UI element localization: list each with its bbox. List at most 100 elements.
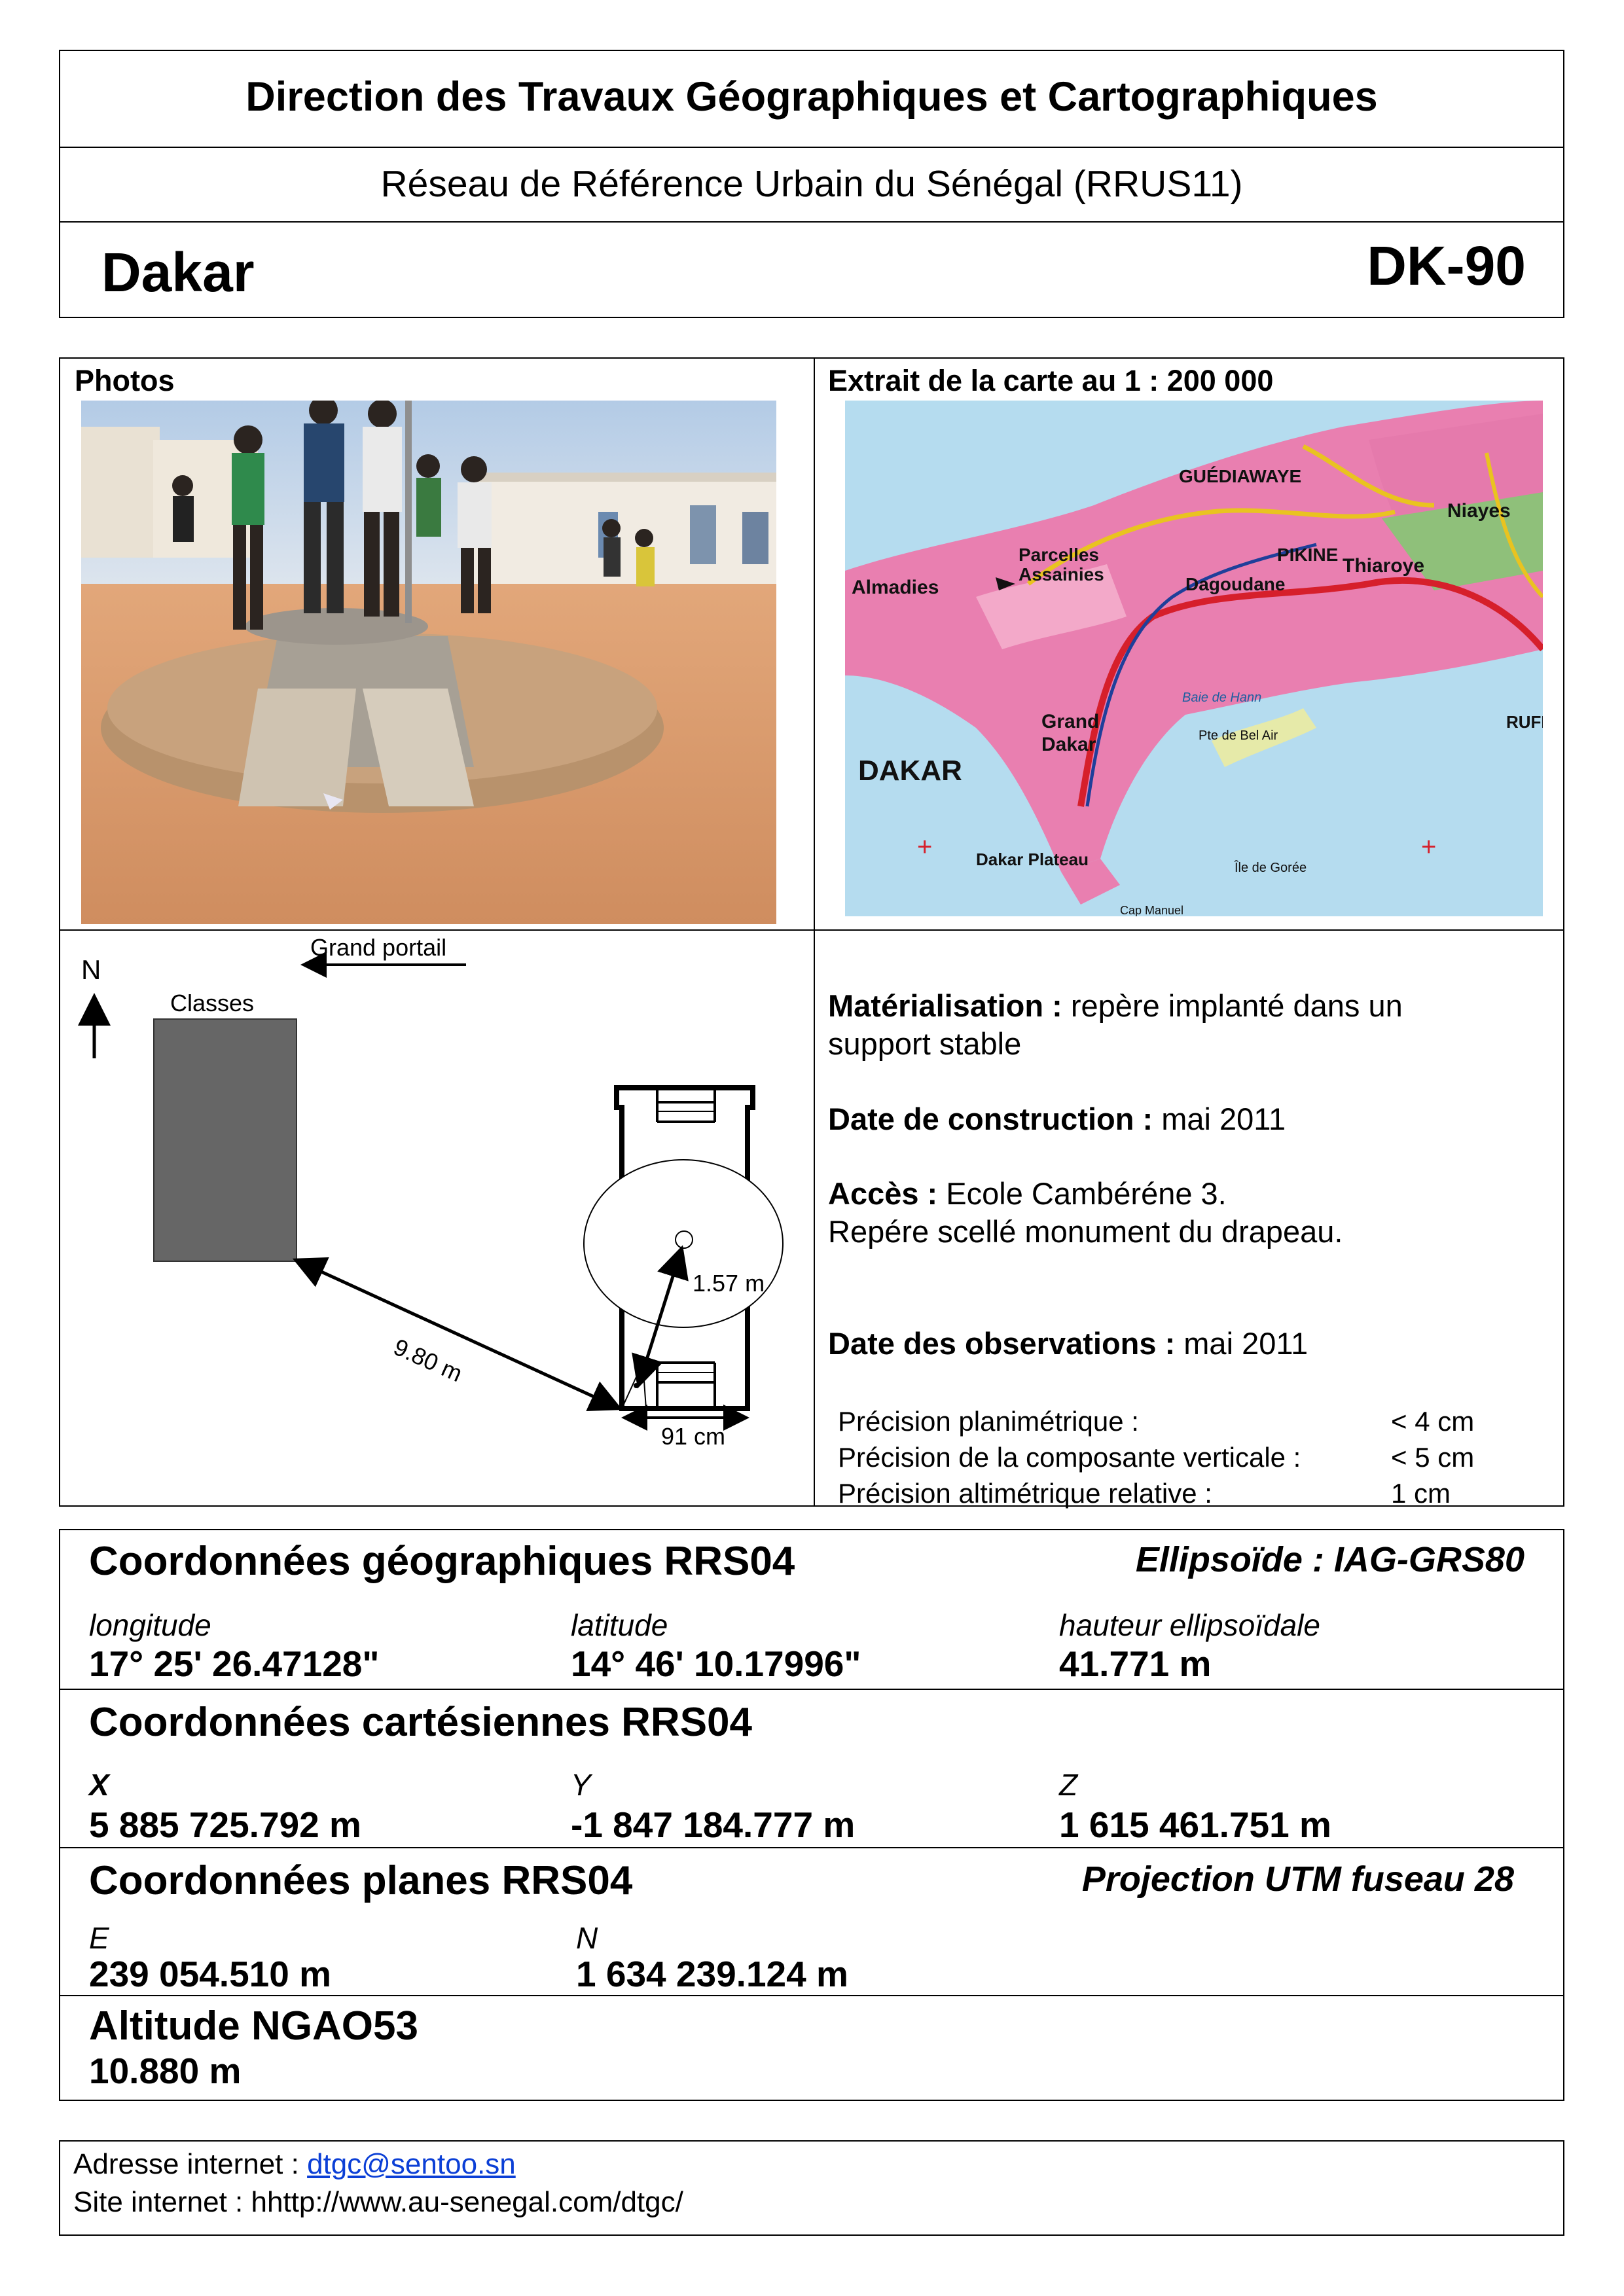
svg-text:GUÉDIAWAYE: GUÉDIAWAYE <box>1179 466 1301 486</box>
svg-text:Niayes: Niayes <box>1447 500 1511 522</box>
cart-value-y: -1 847 184.777 m <box>571 1804 856 1845</box>
cart-label-y: Y <box>571 1768 591 1802</box>
header-box <box>59 50 1564 318</box>
svg-text:+: + <box>1421 833 1436 861</box>
svg-text:Grand: Grand <box>1041 711 1099 732</box>
svg-text:Baie de Hann: Baie de Hann <box>1182 691 1261 705</box>
precision-value: < 5 cm <box>1391 1442 1475 1473</box>
materialisation: Matérialisation : repère implanté dans u… <box>828 987 1548 1063</box>
site-url[interactable]: hhttp://www.au-senegal.com/dtgc/ <box>251 2186 683 2218</box>
site-photo <box>81 401 776 924</box>
gate-label: Grand portail <box>310 934 447 961</box>
geo-value-height: 41.771 m <box>1059 1643 1212 1684</box>
svg-text:+: + <box>917 833 932 861</box>
photos-label: Photos <box>75 364 175 397</box>
materialisation-value: repère implanté dans un <box>1070 988 1403 1023</box>
access-value-2: Repére scellé monument du drapeau. <box>828 1214 1343 1249</box>
location-map: GUÉDIAWAYE Niayes Parcelles Assainies PI… <box>845 401 1543 916</box>
network-subtitle: Réseau de Référence Urbain du Sénégal (R… <box>380 163 1243 205</box>
observation-date-label: Date des observations : <box>828 1326 1176 1361</box>
precision-value: < 4 cm <box>1391 1406 1475 1437</box>
access-label: Accès : <box>828 1176 938 1211</box>
header-divider-1 <box>59 147 1564 148</box>
center-distance: 1.57 m <box>693 1270 765 1297</box>
cart-label-x: X <box>89 1768 109 1802</box>
coords-divider-3 <box>59 1995 1564 1996</box>
header-divider-2 <box>59 221 1564 223</box>
site-photo-drawing <box>81 401 776 924</box>
email-label: Adresse internet : <box>73 2148 299 2180</box>
station-code: DK-90 <box>1367 235 1526 296</box>
footer-box <box>59 2140 1564 2236</box>
grid-vertical-divider <box>814 357 815 1507</box>
sketch-drawing <box>78 952 784 1431</box>
geo-title: Coordonnées géographiques RRS04 <box>89 1539 795 1584</box>
building-label: Classes <box>170 990 255 1016</box>
materialisation-value-2: support stable <box>828 1026 1022 1061</box>
precision-table: Précision planimétrique : < 4 cm Précisi… <box>838 1403 1532 1511</box>
plane-title: Coordonnées planes RRS04 <box>89 1858 633 1903</box>
organization-title: Direction des Travaux Géographiques et C… <box>245 74 1378 120</box>
construction-date: Date de construction : mai 2011 <box>828 1101 1286 1137</box>
geo-label-longitude: longitude <box>89 1608 211 1642</box>
precision-label: Précision planimétrique : <box>838 1406 1139 1437</box>
width-distance: 91 cm <box>661 1423 726 1450</box>
geo-ellipsoid: Ellipsoïde : IAG-GRS80 <box>1135 1540 1525 1579</box>
svg-text:PIKINE: PIKINE <box>1277 545 1338 565</box>
svg-text:Pte de Bel Air: Pte de Bel Air <box>1199 728 1278 743</box>
altitude-value: 10.880 m <box>89 2051 242 2091</box>
plane-label-n: N <box>576 1921 598 1955</box>
svg-text:Île de Gorée: Île de Gorée <box>1234 860 1307 875</box>
svg-text:Dakar: Dakar <box>1041 734 1096 755</box>
geo-value-latitude: 14° 46' 10.17996" <box>571 1643 861 1684</box>
plane-value-n: 1 634 239.124 m <box>576 1954 848 1994</box>
map-label: Extrait de la carte au 1 : 200 000 <box>828 364 1274 397</box>
svg-text:DAKAR: DAKAR <box>858 755 962 787</box>
precision-row: Précision altimétrique relative : 1 cm <box>838 1475 1532 1511</box>
construction-date-value: mai 2011 <box>1161 1102 1286 1136</box>
cart-value-z: 1 615 461.751 m <box>1059 1804 1331 1845</box>
north-label: N <box>81 954 101 985</box>
sketch: N Grand portail Classes 9.80 m 1.57 m 91… <box>60 931 813 1505</box>
site-label: Site internet : <box>73 2186 244 2218</box>
geo-label-height: hauteur ellipsoïdale <box>1059 1608 1320 1642</box>
cart-label-z: Z <box>1059 1768 1078 1802</box>
coords-divider-1 <box>59 1689 1564 1690</box>
precision-label: Précision de la composante verticale : <box>838 1442 1301 1473</box>
precision-row: Précision de la composante verticale : <… <box>838 1439 1532 1475</box>
svg-text:Dakar Plateau: Dakar Plateau <box>976 850 1089 869</box>
altitude-title: Altitude NGAO53 <box>89 2003 418 2049</box>
svg-text:Almadies: Almadies <box>852 577 939 598</box>
plane-label-e: E <box>89 1921 109 1955</box>
geo-label-latitude: latitude <box>571 1608 668 1642</box>
coordinates-box <box>59 1529 1564 2101</box>
materialisation-label: Matérialisation : <box>828 988 1062 1023</box>
footer-email-line: Adresse internet : dtgc@sentoo.sn <box>73 2148 516 2181</box>
observation-date: Date des observations : mai 2011 <box>828 1325 1308 1361</box>
footer-site-line: Site internet : hhttp://www.au-senegal.c… <box>73 2186 683 2219</box>
geo-value-longitude: 17° 25' 26.47128" <box>89 1643 380 1684</box>
email-link[interactable]: dtgc@sentoo.sn <box>307 2148 516 2180</box>
svg-text:Thiaroye: Thiaroye <box>1343 555 1424 577</box>
observation-date-value: mai 2011 <box>1183 1326 1308 1361</box>
cart-title: Coordonnées cartésiennes RRS04 <box>89 1700 753 1745</box>
svg-text:Parcelles: Parcelles <box>1019 545 1099 565</box>
plane-projection: Projection UTM fuseau 28 <box>1081 1859 1514 1899</box>
location-map-drawing: GUÉDIAWAYE Niayes Parcelles Assainies PI… <box>845 401 1543 916</box>
cart-value-x: 5 885 725.792 m <box>89 1804 361 1845</box>
plane-value-e: 239 054.510 m <box>89 1954 332 1994</box>
svg-text:RUFI: RUFI <box>1506 712 1543 732</box>
detail-grid <box>59 357 1564 1507</box>
grid-horizontal-divider <box>59 929 1564 931</box>
coords-divider-2 <box>59 1847 1564 1848</box>
precision-label: Précision altimétrique relative : <box>838 1478 1212 1509</box>
city-name: Dakar <box>101 242 255 303</box>
access: Accès : Ecole Cambéréne 3. Repére scellé… <box>828 1175 1343 1251</box>
svg-text:Assainies: Assainies <box>1019 564 1104 584</box>
precision-row: Précision planimétrique : < 4 cm <box>838 1403 1532 1439</box>
precision-value: 1 cm <box>1391 1478 1451 1509</box>
svg-text:Cap Manuel: Cap Manuel <box>1120 904 1183 916</box>
svg-text:Dagoudane: Dagoudane <box>1185 574 1285 594</box>
construction-date-label: Date de construction : <box>828 1102 1153 1136</box>
access-value: Ecole Cambéréne 3. <box>946 1176 1227 1211</box>
